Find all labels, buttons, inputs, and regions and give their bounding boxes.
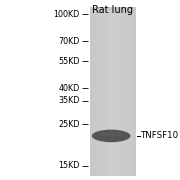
Bar [90, 7, 91, 176]
Bar [90, 7, 136, 176]
Text: 100KD: 100KD [53, 10, 80, 19]
Text: 35KD: 35KD [58, 96, 80, 105]
Bar [111, 7, 113, 176]
Bar [113, 7, 114, 176]
Text: 70KD: 70KD [58, 37, 80, 46]
Text: 25KD: 25KD [58, 120, 80, 129]
Bar [128, 7, 130, 176]
Bar [102, 7, 104, 176]
Bar [117, 7, 119, 176]
Bar [119, 7, 120, 176]
Bar [134, 7, 136, 176]
Bar [97, 7, 99, 176]
Ellipse shape [99, 132, 124, 137]
Bar [125, 7, 127, 176]
Text: 40KD: 40KD [58, 84, 80, 93]
Ellipse shape [92, 130, 130, 142]
Bar [130, 7, 131, 176]
Bar [107, 7, 108, 176]
Bar [114, 7, 116, 176]
Bar [122, 7, 123, 176]
Bar [91, 7, 93, 176]
Text: 15KD: 15KD [58, 161, 80, 170]
Bar [131, 7, 133, 176]
Bar [127, 7, 128, 176]
Bar [100, 7, 102, 176]
Bar [93, 7, 94, 176]
Bar [103, 7, 105, 176]
Bar [105, 7, 107, 176]
Bar [99, 7, 100, 176]
Text: 55KD: 55KD [58, 57, 80, 66]
Bar [116, 7, 117, 176]
Bar [120, 7, 122, 176]
Bar [94, 7, 96, 176]
Bar [110, 7, 111, 176]
Bar [133, 7, 134, 176]
Text: Rat lung: Rat lung [92, 4, 133, 15]
Bar [96, 7, 97, 176]
Bar [123, 7, 125, 176]
Text: TNFSF10: TNFSF10 [141, 131, 179, 140]
Bar [108, 7, 110, 176]
